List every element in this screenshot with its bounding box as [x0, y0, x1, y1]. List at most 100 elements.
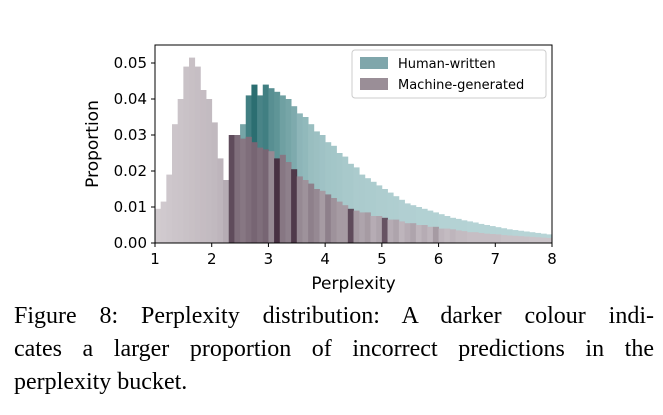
machine-generated-bar [500, 235, 508, 243]
machine-generated-bar [461, 231, 468, 243]
machine-generated-bar [489, 234, 496, 243]
human-written-bar [387, 192, 394, 243]
machine-generated-bar [308, 183, 315, 243]
human-written-bar [381, 189, 388, 243]
machine-generated-bar [285, 162, 292, 243]
machine-generated-bar [206, 99, 213, 243]
x-tick-label: 4 [320, 250, 330, 268]
machine-generated-bar [353, 210, 360, 243]
machine-generated-bar [319, 190, 326, 243]
human-written-bar [370, 181, 377, 243]
machine-generated-bar [517, 236, 525, 243]
human-written-bar [319, 135, 326, 243]
machine-generated-bar [279, 154, 286, 243]
machine-generated-bar [262, 149, 269, 243]
machine-generated-bar [432, 226, 439, 243]
machine-generated-bar [472, 232, 479, 243]
legend: Human-written Machine-generated [351, 49, 547, 99]
x-tick-label: 2 [207, 250, 217, 268]
caption-line-3: perplexity bucket. [14, 369, 188, 395]
machine-generated-bar [245, 136, 252, 243]
machine-generated-bar [228, 135, 235, 243]
y-tick-label: 0.01 [114, 198, 147, 216]
machine-generated-bar [364, 212, 371, 243]
machine-generated-bar [359, 212, 366, 243]
machine-generated-bar [296, 176, 303, 243]
machine-generated-bar [376, 216, 383, 243]
machine-generated-bar [438, 228, 445, 243]
machine-generated-bar [257, 147, 264, 243]
y-tick-label: 0.00 [114, 234, 147, 252]
y-tick-label: 0.04 [114, 90, 147, 108]
machine-generated-bar [466, 232, 473, 243]
human-written-bar [353, 167, 360, 243]
machine-generated-bar [529, 236, 536, 243]
y-axis-ticks: 0.00 0.01 0.02 0.03 0.04 0.05 [114, 54, 155, 252]
machine-generated-bar [393, 219, 400, 243]
human-written-bar [342, 156, 349, 243]
human-written-bar [376, 185, 383, 243]
machine-generated-bar [200, 90, 207, 243]
human-written-bar [359, 174, 366, 243]
machine-generated-bar [534, 237, 542, 243]
x-axis-label: Perplexity [311, 274, 395, 294]
machine-generated-bar [495, 234, 502, 243]
x-axis-ticks: 1 2 3 4 5 6 7 8 [150, 243, 557, 268]
x-tick-label: 3 [264, 250, 274, 268]
y-tick-label: 0.02 [114, 162, 147, 180]
machine-generated-bar [404, 223, 411, 243]
machine-generated-bar [523, 236, 530, 243]
machine-generated-bar [455, 230, 462, 243]
machine-generated-bar [370, 216, 377, 243]
y-tick-label: 0.03 [114, 126, 147, 144]
machine-generated-bar [240, 138, 247, 243]
x-tick-label: 7 [491, 250, 501, 268]
human-written-bar [347, 163, 354, 243]
machine-generated-bar [330, 198, 337, 243]
machine-generated-bar [211, 122, 218, 243]
machine-generated-bar [506, 235, 513, 243]
machine-generated-bar [234, 135, 241, 243]
machine-generated-bar [415, 225, 422, 243]
machine-generated-bar [449, 229, 456, 243]
y-tick-label: 0.05 [114, 54, 147, 72]
legend-box [351, 49, 547, 99]
machine-generated-bar [347, 208, 354, 243]
machine-generated-bar [342, 205, 349, 243]
machine-generated-bar [291, 169, 298, 243]
machine-generated-bar [251, 142, 258, 243]
machine-generated-bar [189, 57, 196, 243]
machine-generated-bar [398, 221, 405, 243]
caption-line-1: Figure 8: Perplexity distribution: A dar… [14, 303, 654, 329]
legend-label-machine-generated: Machine-generated [398, 78, 524, 93]
machine-generated-bar [325, 194, 332, 243]
figure-caption: Figure 8: Perplexity distribution: A dar… [14, 300, 654, 399]
machine-generated-bar [166, 174, 173, 243]
machine-generated-bar [268, 151, 275, 243]
x-tick-label: 1 [150, 250, 160, 268]
machine-generated-bar [336, 201, 343, 243]
machine-generated-bars [155, 57, 553, 243]
human-written-bar [330, 145, 337, 243]
legend-swatch-machine-generated [360, 78, 388, 90]
legend-swatch-human-written [360, 57, 388, 69]
machine-generated-bar [444, 228, 451, 243]
machine-generated-bar [421, 225, 428, 243]
machine-generated-bar [427, 226, 434, 243]
machine-generated-bar [512, 235, 519, 243]
human-written-bar [336, 153, 343, 243]
machine-generated-bar [155, 208, 162, 243]
machine-generated-bar [540, 237, 547, 243]
x-tick-label: 8 [547, 250, 557, 268]
perplexity-histogram: 1 2 3 4 5 6 7 8 0.00 0.01 0.02 0.03 0.04 0.05 Perple… [83, 44, 557, 294]
human-written-bar [364, 178, 371, 243]
machine-generated-bar [302, 180, 309, 243]
machine-generated-bar [172, 124, 179, 243]
machine-generated-bar [313, 189, 320, 243]
x-tick-label: 5 [377, 250, 387, 268]
human-written-bar [325, 142, 332, 243]
legend-label-human-written: Human-written [398, 57, 496, 72]
machine-generated-bar [160, 201, 167, 243]
machine-generated-bar [483, 233, 491, 243]
y-axis-label: Proportion [83, 100, 103, 188]
